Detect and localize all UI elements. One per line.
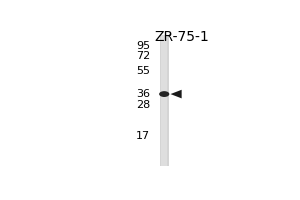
Text: ZR-75-1: ZR-75-1 — [154, 30, 209, 44]
Text: 36: 36 — [136, 89, 150, 99]
Polygon shape — [170, 90, 182, 98]
Text: 17: 17 — [136, 131, 150, 141]
Text: 72: 72 — [136, 51, 150, 61]
Text: 95: 95 — [136, 41, 150, 51]
Bar — [161, 35, 167, 166]
Text: 28: 28 — [136, 100, 150, 110]
Bar — [160, 35, 169, 166]
Text: 55: 55 — [136, 66, 150, 76]
Ellipse shape — [159, 91, 169, 97]
